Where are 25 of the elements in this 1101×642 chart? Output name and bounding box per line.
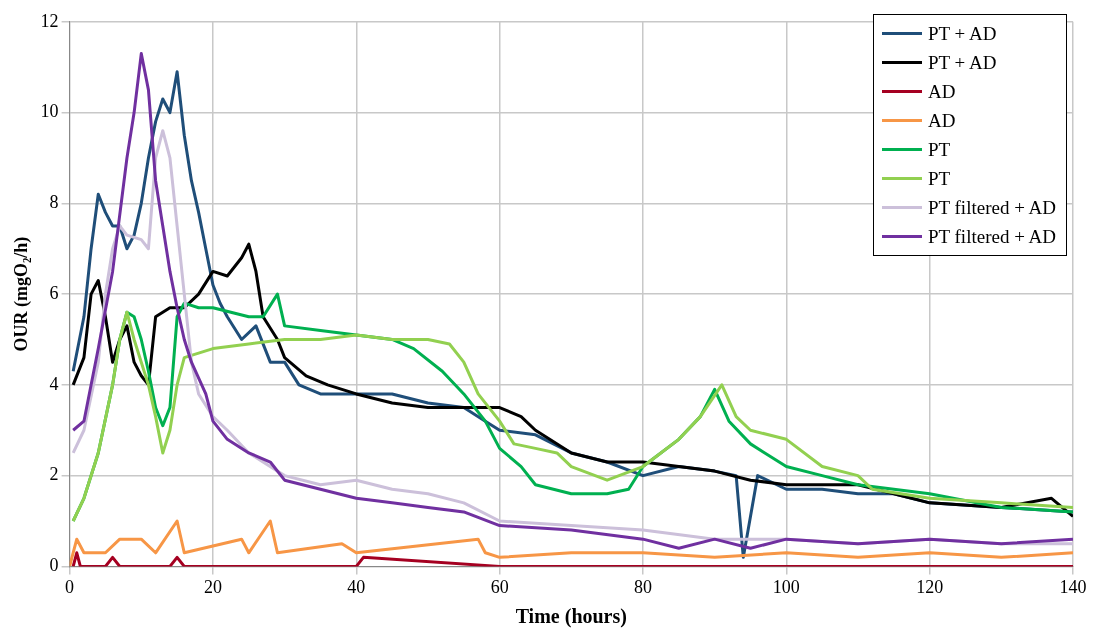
- y-tick-label: 2: [49, 464, 59, 485]
- x-tick-label: 120: [916, 576, 944, 597]
- x-tick-label: 140: [1059, 576, 1087, 597]
- y-tick-label: 4: [49, 373, 59, 394]
- x-axis-title: Time (hours): [515, 605, 627, 629]
- legend-label: AD: [927, 80, 956, 103]
- y-axis-title: OUR (mgO₂/h): [11, 236, 33, 352]
- x-tick-label: 100: [772, 576, 800, 597]
- x-tick-label: 80: [633, 576, 652, 597]
- y-tick-label: 6: [49, 282, 59, 303]
- x-tick-label: 0: [65, 576, 75, 597]
- legend-label: PT filtered + AD: [927, 196, 1056, 219]
- x-tick-label: 40: [347, 576, 366, 597]
- legend-label: AD: [927, 109, 956, 132]
- y-tick-label: 10: [40, 101, 59, 122]
- x-tick-label: 20: [203, 576, 222, 597]
- y-tick-label: 0: [49, 555, 59, 576]
- y-tick-label: 12: [40, 10, 59, 31]
- legend-label: PT: [927, 138, 951, 161]
- legend-label: PT: [927, 167, 951, 190]
- y-tick-label: 8: [49, 192, 59, 213]
- x-tick-label: 60: [490, 576, 509, 597]
- legend-label: PT + AD: [927, 51, 997, 74]
- legend-label: PT + AD: [927, 22, 997, 45]
- legend-label: PT filtered + AD: [927, 225, 1056, 248]
